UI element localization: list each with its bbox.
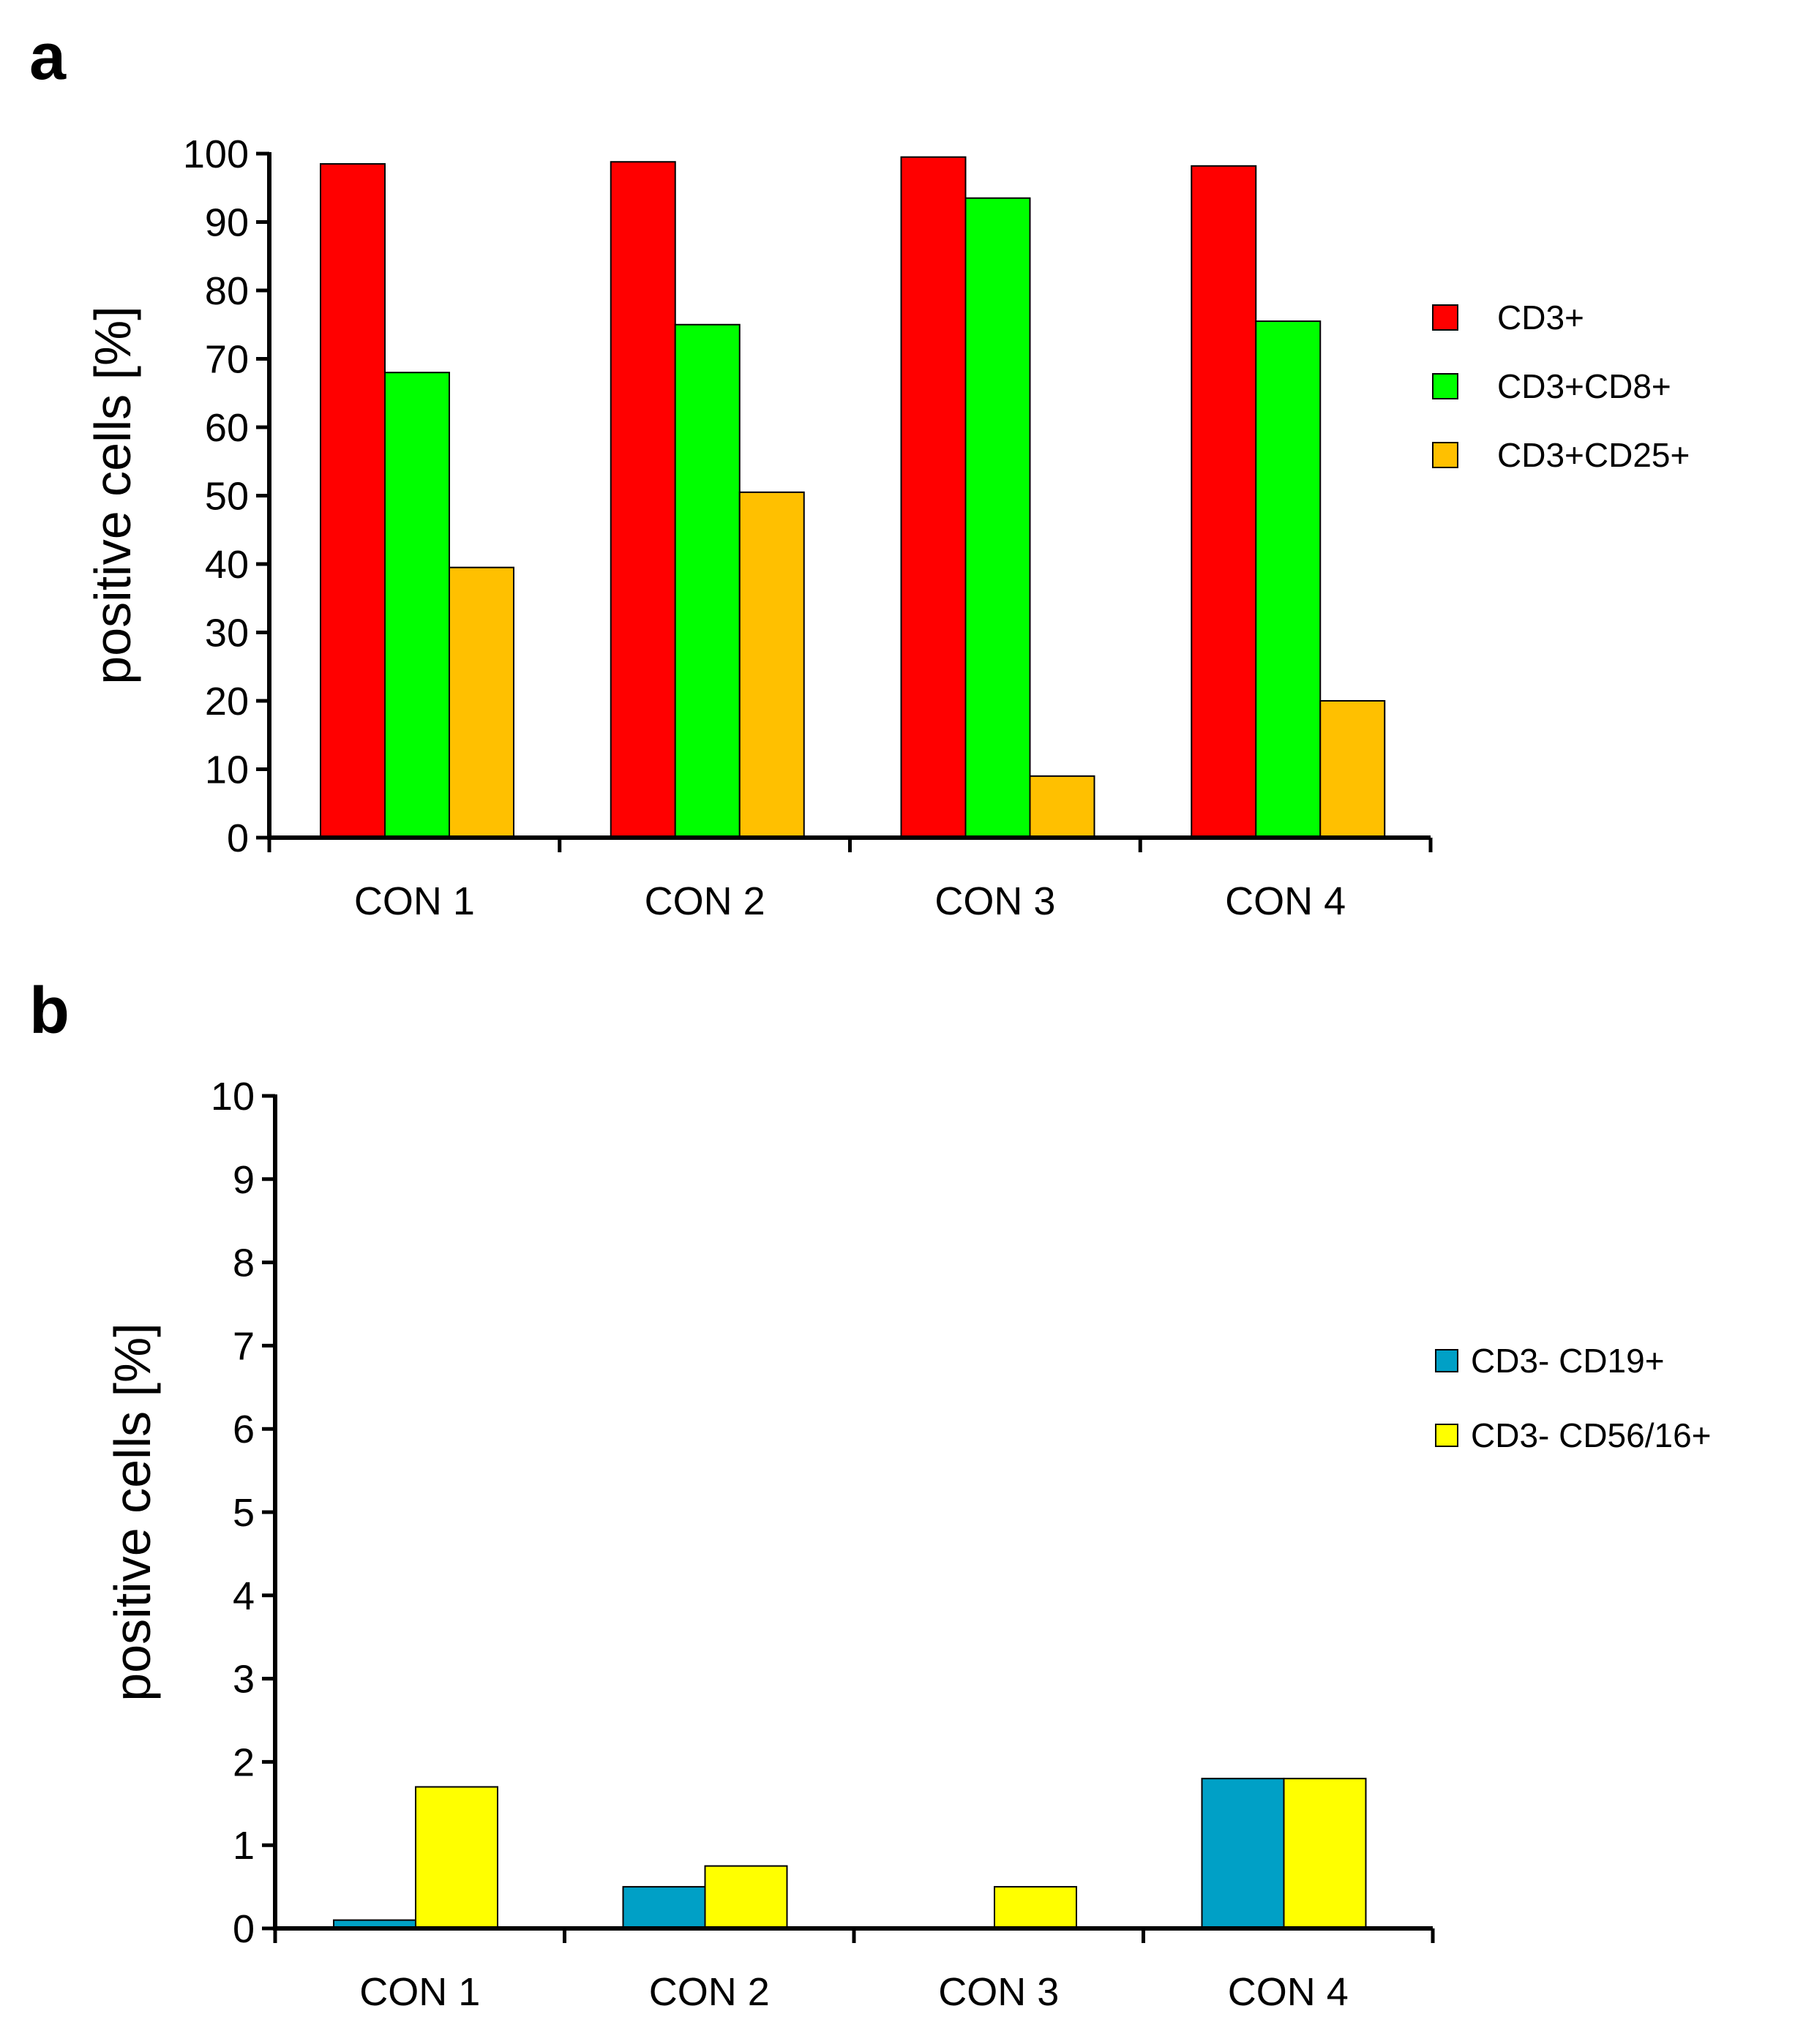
legend-swatch bbox=[1432, 442, 1458, 468]
legend-label: CD3+CD8+ bbox=[1497, 367, 1671, 405]
y-tick-label: 5 bbox=[233, 1491, 255, 1535]
y-tick-label: 50 bbox=[205, 475, 249, 519]
panel-letter: a bbox=[29, 20, 67, 94]
bar-cd3-cd56-16--con-4 bbox=[1283, 1778, 1367, 1929]
y-tick-label: 6 bbox=[233, 1408, 255, 1451]
bar-cd3-cd56-16--con-2 bbox=[704, 1865, 788, 1929]
y-tick-label: 90 bbox=[205, 201, 249, 245]
category-label: CON 2 bbox=[645, 879, 765, 923]
y-axis-title: positive cells [%] bbox=[84, 306, 141, 684]
bar-cd3-cd56-16--con-1 bbox=[415, 1786, 498, 1930]
y-tick-label: 10 bbox=[211, 1075, 255, 1119]
y-tick-label: 10 bbox=[205, 748, 249, 792]
y-tick-label: 8 bbox=[233, 1241, 255, 1285]
legend-label: CD3+ bbox=[1497, 298, 1584, 337]
y-tick-label: 0 bbox=[233, 1907, 255, 1951]
legend-label: CD3- CD56/16+ bbox=[1471, 1416, 1712, 1454]
panel-b-chart: b 0 1 2 3 4 5 6 7 8 9 10 CON 1 CON 2 CON 3 CON 4 positiv… bbox=[29, 974, 1712, 2014]
y-tick-label: 100 bbox=[183, 132, 249, 176]
category-label: CON 3 bbox=[938, 1970, 1059, 2014]
y-axis-title: positive cells [%] bbox=[104, 1323, 161, 1701]
bar-cd3--con-3 bbox=[900, 156, 967, 839]
y-tick-label: 4 bbox=[233, 1574, 255, 1618]
bar-cd3-cd25--con-1 bbox=[449, 566, 514, 838]
bar-cd3-cd56-16--con-3 bbox=[994, 1886, 1077, 1930]
bar-cd3-cd8--con-2 bbox=[674, 323, 741, 838]
panel-a-chart: a 0 10 20 30 40 50 60 70 80 90 100 CON 1 CON 2 CON 3 CO… bbox=[29, 20, 1690, 923]
category-label: CON 3 bbox=[934, 879, 1055, 923]
category-label: CON 1 bbox=[354, 879, 475, 923]
legend-swatch bbox=[1432, 373, 1458, 399]
y-tick-label: 3 bbox=[233, 1658, 255, 1702]
legend-label: CD3- CD19+ bbox=[1471, 1342, 1665, 1380]
bar-cd3-cd25--con-3 bbox=[1029, 775, 1095, 838]
bar-cd3-cd19--con-4 bbox=[1201, 1778, 1285, 1929]
bar-cd3-cd8--con-3 bbox=[964, 197, 1031, 838]
y-tick-label: 2 bbox=[233, 1740, 255, 1784]
category-label: CON 4 bbox=[1225, 879, 1346, 923]
y-tick-label: 80 bbox=[205, 269, 249, 313]
legend-swatch bbox=[1432, 304, 1458, 331]
y-tick-label: 20 bbox=[205, 680, 249, 724]
y-tick-label: 60 bbox=[205, 406, 249, 450]
bar-cd3-cd19--con-2 bbox=[622, 1886, 706, 1930]
bar-cd3-cd8--con-1 bbox=[384, 372, 450, 838]
bar-cd3--con-4 bbox=[1191, 165, 1257, 838]
legend-swatch bbox=[1435, 1349, 1458, 1372]
y-tick-label: 0 bbox=[227, 816, 249, 860]
category-label: CON 4 bbox=[1228, 1970, 1349, 2014]
panel-letter: b bbox=[29, 974, 70, 1048]
bar-cd3-cd25--con-4 bbox=[1319, 700, 1386, 838]
y-tick-label: 70 bbox=[205, 338, 249, 382]
category-label: CON 2 bbox=[649, 1970, 770, 2014]
y-tick-label: 1 bbox=[233, 1824, 255, 1868]
category-label: CON 1 bbox=[359, 1970, 480, 2014]
y-tick-label: 30 bbox=[205, 612, 249, 655]
legend-label: CD3+CD25+ bbox=[1497, 436, 1690, 474]
bar-cd3--con-1 bbox=[320, 163, 386, 838]
y-tick-label: 7 bbox=[233, 1324, 255, 1368]
legend-swatch bbox=[1435, 1424, 1458, 1447]
y-tick-label: 9 bbox=[233, 1158, 255, 1202]
y-tick-label: 40 bbox=[205, 543, 249, 587]
bar-cd3-cd8--con-4 bbox=[1255, 320, 1322, 838]
bar-cd3-cd25--con-2 bbox=[738, 491, 805, 838]
bar-cd3--con-2 bbox=[610, 161, 676, 839]
